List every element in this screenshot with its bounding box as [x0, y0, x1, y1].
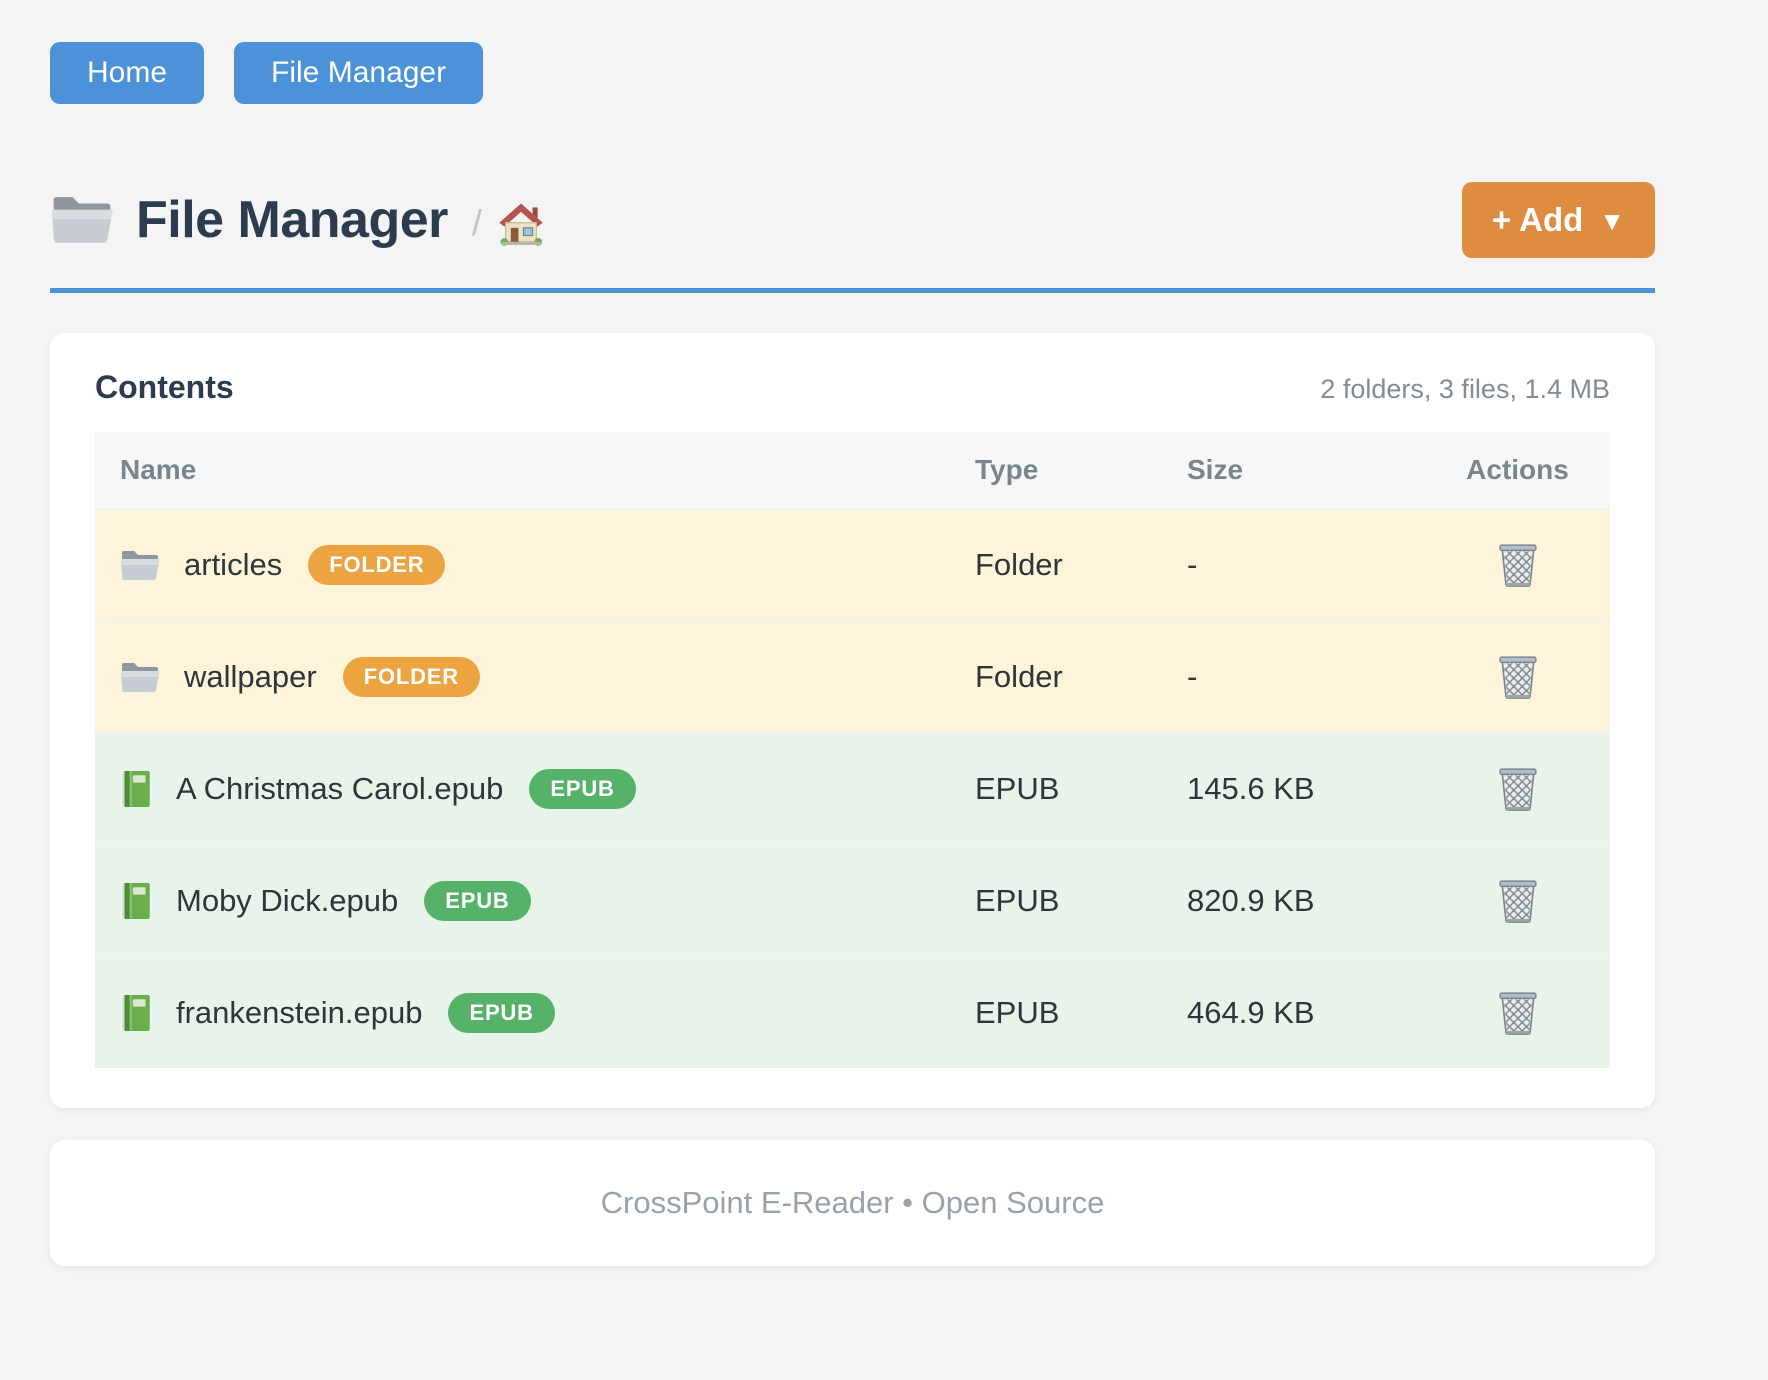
folder-icon	[120, 549, 160, 582]
type-cell: EPUB	[975, 771, 1060, 806]
trash-icon	[1497, 879, 1539, 927]
file-name[interactable]: A Christmas Carol.epub	[176, 771, 504, 806]
trash-icon	[1497, 543, 1539, 591]
size-cell: 820.9 KB	[1187, 883, 1315, 918]
column-header-actions: Actions	[1466, 454, 1569, 485]
folder-icon	[50, 194, 114, 246]
table-row: wallpaper FOLDER Folder -	[95, 620, 1610, 732]
type-cell: Folder	[975, 659, 1063, 694]
file-name[interactable]: wallpaper	[184, 659, 317, 694]
footer-text: CrossPoint E-Reader • Open Source	[600, 1185, 1105, 1220]
trash-icon	[1497, 655, 1539, 703]
delete-button[interactable]	[1491, 646, 1545, 709]
book-icon	[120, 994, 152, 1032]
size-cell: -	[1187, 659, 1198, 694]
type-cell: EPUB	[975, 883, 1060, 918]
header-divider	[50, 288, 1655, 293]
delete-button[interactable]	[1491, 982, 1545, 1045]
book-icon	[120, 770, 152, 808]
file-name[interactable]: Moby Dick.epub	[176, 883, 399, 918]
file-name[interactable]: frankenstein.epub	[176, 995, 423, 1030]
page-header: File Manager / + Add ▼	[50, 182, 1655, 258]
file-name[interactable]: articles	[184, 547, 283, 582]
table-row: A Christmas Carol.epub EPUB EPUB 145.6 K…	[95, 732, 1610, 844]
table-row: frankenstein.epub EPUB EPUB 464.9 KB	[95, 956, 1610, 1068]
column-header-type: Type	[975, 454, 1039, 485]
table-row: Moby Dick.epub EPUB EPUB 820.9 KB	[95, 844, 1610, 956]
trash-icon	[1497, 767, 1539, 815]
type-badge: FOLDER	[342, 657, 480, 697]
table-header-row: Name Type Size Actions	[95, 432, 1610, 508]
size-cell: -	[1187, 547, 1198, 582]
folder-icon	[120, 661, 160, 694]
page-title: File Manager	[136, 191, 448, 249]
delete-button[interactable]	[1491, 870, 1545, 933]
type-cell: EPUB	[975, 995, 1060, 1030]
file-manager-button[interactable]: File Manager	[234, 42, 484, 104]
trash-icon	[1497, 991, 1539, 1039]
size-cell: 464.9 KB	[1187, 995, 1315, 1030]
type-badge: EPUB	[424, 881, 531, 921]
delete-button[interactable]	[1491, 534, 1545, 597]
home-button[interactable]: Home	[50, 42, 205, 104]
type-cell: Folder	[975, 547, 1063, 582]
footer: CrossPoint E-Reader • Open Source	[50, 1140, 1655, 1266]
table-row: articles FOLDER Folder -	[95, 508, 1610, 620]
add-button[interactable]: + Add ▼	[1461, 182, 1655, 258]
type-badge: FOLDER	[308, 545, 446, 585]
type-badge: EPUB	[529, 769, 636, 809]
column-header-name: Name	[120, 454, 197, 485]
page: Home File Manager File Manager /	[50, 0, 1655, 1266]
caret-down-icon: ▼	[1599, 205, 1625, 236]
type-badge: EPUB	[448, 993, 555, 1033]
top-nav: Home File Manager	[50, 0, 1655, 104]
add-button-label: + Add	[1491, 201, 1584, 238]
contents-card: Contents 2 folders, 3 files, 1.4 MB Name…	[50, 333, 1655, 1108]
book-icon	[120, 882, 152, 920]
column-header-size: Size	[1187, 454, 1244, 485]
contents-heading: Contents	[95, 369, 234, 405]
contents-summary: 2 folders, 3 files, 1.4 MB	[1320, 374, 1610, 404]
breadcrumb-separator: /	[471, 202, 482, 243]
delete-button[interactable]	[1491, 758, 1545, 821]
home-icon[interactable]	[498, 202, 544, 246]
file-table: Name Type Size Actions articles FOLDER F…	[95, 432, 1610, 1068]
table-body: articles FOLDER Folder -	[95, 508, 1610, 1068]
size-cell: 145.6 KB	[1187, 771, 1315, 806]
